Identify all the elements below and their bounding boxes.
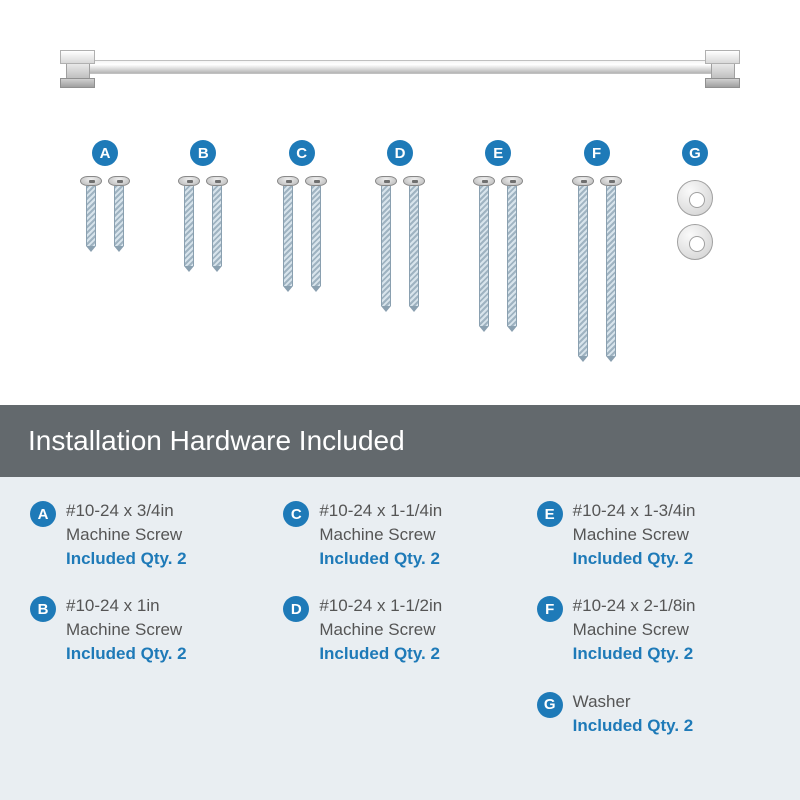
- badge-b: B: [190, 140, 216, 166]
- hardware-col-d: D: [355, 140, 445, 362]
- washers-g: [677, 176, 713, 260]
- spec-name-c: #10-24 x 1-1/4in: [319, 499, 442, 523]
- spec-item-a: A #10-24 x 3/4in Machine Screw Included …: [30, 499, 263, 570]
- hardware-col-e: E: [453, 140, 543, 362]
- spec-name-b: #10-24 x 1in: [66, 594, 187, 618]
- spec-area: A #10-24 x 3/4in Machine Screw Included …: [0, 477, 800, 800]
- screws-b: [178, 176, 228, 272]
- spec-name-e: #10-24 x 1-3/4in: [573, 499, 696, 523]
- hardware-row: A B C D: [60, 140, 740, 362]
- spec-badge-g: G: [537, 692, 563, 718]
- badge-f: F: [584, 140, 610, 166]
- spec-qty-a: Included Qty. 2: [66, 547, 187, 571]
- spec-qty-b: Included Qty. 2: [66, 642, 187, 666]
- spec-name-g: Washer: [573, 690, 694, 714]
- badge-c: C: [289, 140, 315, 166]
- spec-type-f: Machine Screw: [573, 618, 696, 642]
- screws-a: [80, 176, 130, 252]
- spec-badge-a: A: [30, 501, 56, 527]
- hardware-col-a: A: [60, 140, 150, 362]
- towel-bar-rod: [80, 60, 720, 74]
- spec-badge-d: D: [283, 596, 309, 622]
- spec-qty-d: Included Qty. 2: [319, 642, 442, 666]
- spec-column-2: C #10-24 x 1-1/4in Machine Screw Include…: [283, 499, 516, 737]
- spec-item-g: G Washer Included Qty. 2: [537, 690, 770, 738]
- bracket-left: [60, 50, 95, 90]
- spec-badge-f: F: [537, 596, 563, 622]
- spec-qty-e: Included Qty. 2: [573, 547, 696, 571]
- spec-badge-b: B: [30, 596, 56, 622]
- screws-f: [572, 176, 622, 362]
- hardware-col-g: G: [650, 140, 740, 362]
- spec-type-b: Machine Screw: [66, 618, 187, 642]
- spec-badge-e: E: [537, 501, 563, 527]
- spec-item-d: D #10-24 x 1-1/2in Machine Screw Include…: [283, 594, 516, 665]
- badge-g: G: [682, 140, 708, 166]
- spec-qty-c: Included Qty. 2: [319, 547, 442, 571]
- spec-badge-c: C: [283, 501, 309, 527]
- spec-name-a: #10-24 x 3/4in: [66, 499, 187, 523]
- bracket-right: [705, 50, 740, 90]
- washer-icon: [677, 180, 713, 216]
- spec-grid: A #10-24 x 3/4in Machine Screw Included …: [30, 499, 770, 737]
- spec-type-a: Machine Screw: [66, 523, 187, 547]
- spec-name-d: #10-24 x 1-1/2in: [319, 594, 442, 618]
- towel-bar: [60, 50, 740, 90]
- screws-d: [375, 176, 425, 312]
- spec-column-1: A #10-24 x 3/4in Machine Screw Included …: [30, 499, 263, 737]
- spec-type-d: Machine Screw: [319, 618, 442, 642]
- spec-item-b: B #10-24 x 1in Machine Screw Included Qt…: [30, 594, 263, 665]
- badge-d: D: [387, 140, 413, 166]
- spec-type-c: Machine Screw: [319, 523, 442, 547]
- washer-icon: [677, 224, 713, 260]
- spec-column-3: E #10-24 x 1-3/4in Machine Screw Include…: [537, 499, 770, 737]
- screws-e: [473, 176, 523, 332]
- badge-a: A: [92, 140, 118, 166]
- screws-c: [277, 176, 327, 292]
- spec-qty-g: Included Qty. 2: [573, 714, 694, 738]
- spec-type-e: Machine Screw: [573, 523, 696, 547]
- spec-name-f: #10-24 x 2-1/8in: [573, 594, 696, 618]
- hardware-col-f: F: [552, 140, 642, 362]
- spec-item-f: F #10-24 x 2-1/8in Machine Screw Include…: [537, 594, 770, 665]
- product-illustration: A B C D: [0, 0, 800, 405]
- spec-qty-f: Included Qty. 2: [573, 642, 696, 666]
- hardware-col-c: C: [257, 140, 347, 362]
- badge-e: E: [485, 140, 511, 166]
- section-title: Installation Hardware Included: [28, 425, 405, 457]
- spec-item-c: C #10-24 x 1-1/4in Machine Screw Include…: [283, 499, 516, 570]
- section-header: Installation Hardware Included: [0, 405, 800, 477]
- spec-item-e: E #10-24 x 1-3/4in Machine Screw Include…: [537, 499, 770, 570]
- hardware-col-b: B: [158, 140, 248, 362]
